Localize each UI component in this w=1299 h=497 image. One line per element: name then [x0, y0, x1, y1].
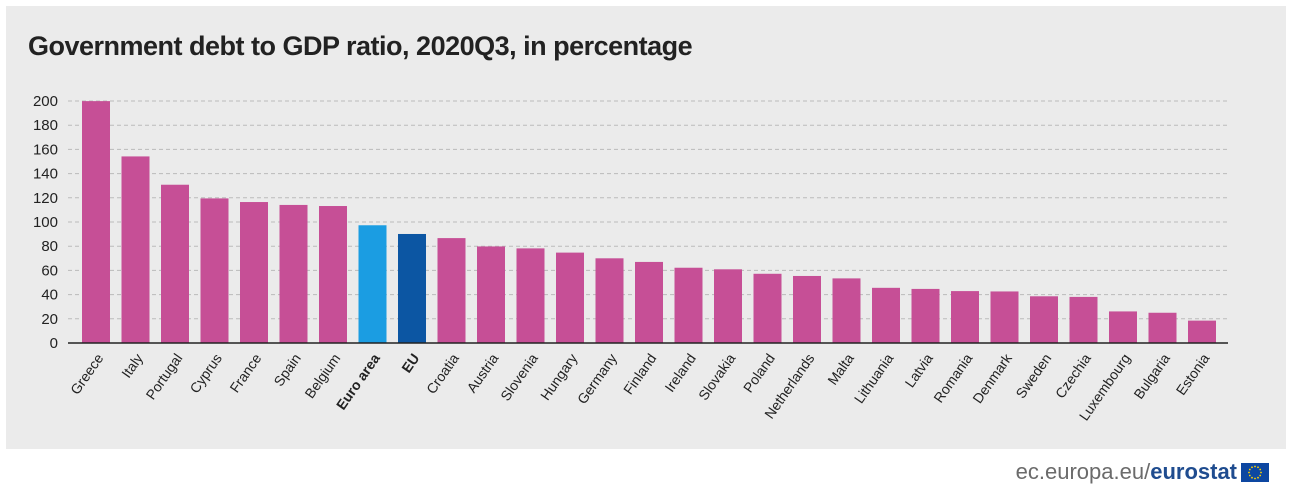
- y-tick-label: 40: [41, 287, 58, 304]
- bar: [319, 206, 347, 343]
- bar: [1148, 312, 1177, 343]
- bar: [398, 233, 426, 343]
- y-tick-label: 180: [33, 117, 58, 134]
- bar: [635, 261, 663, 343]
- x-tick-label: Denmark: [969, 350, 1015, 407]
- x-tick-label: Hungary: [537, 351, 580, 404]
- y-tick-label: 60: [41, 262, 58, 279]
- x-tick-label: Italy: [118, 351, 146, 381]
- x-tick-label: EU: [398, 351, 422, 376]
- bar: [556, 252, 584, 343]
- x-tick-label: Malta: [824, 350, 857, 387]
- x-tick-label: Germany: [574, 351, 620, 407]
- bar: [793, 275, 821, 343]
- bar: [714, 269, 742, 343]
- x-tick-label: Greece: [67, 350, 107, 397]
- y-tick-label: 0: [50, 335, 58, 352]
- y-tick-label: 160: [33, 141, 58, 158]
- bar: [911, 288, 940, 343]
- bar: [753, 273, 782, 343]
- x-tick-label: France: [226, 350, 264, 395]
- y-tick-label: 100: [33, 214, 58, 231]
- y-tick-label: 140: [33, 166, 58, 183]
- bars: [82, 101, 1216, 343]
- chart-title: Government debt to GDP ratio, 2020Q3, in…: [28, 31, 693, 61]
- y-tick-label: 200: [33, 93, 58, 110]
- bar: [161, 184, 189, 343]
- bar: [990, 291, 1019, 343]
- bar: [951, 291, 979, 343]
- x-tick-label: Poland: [740, 351, 778, 396]
- x-tick-label: Estonia: [1173, 350, 1213, 398]
- x-tick-label: Cyprus: [186, 351, 225, 397]
- x-tick-label: Portugal: [142, 351, 185, 403]
- x-tick-label: Croatia: [423, 350, 462, 396]
- bar: [82, 101, 110, 343]
- x-tick-label: Slovakia: [695, 350, 739, 403]
- x-tick-label: Latvia: [901, 350, 936, 390]
- bar: [1109, 311, 1137, 343]
- x-tick-label: Belgium: [301, 351, 343, 402]
- x-tick-label: Sweden: [1012, 351, 1054, 402]
- footer: ec.europa.eu/eurostat: [1016, 459, 1269, 485]
- source-link[interactable]: ec.europa.eu/eurostat: [1016, 459, 1237, 485]
- bar: [832, 278, 861, 343]
- bar: [240, 202, 268, 343]
- bar: [1069, 296, 1098, 343]
- bar: [1030, 296, 1058, 343]
- bar: [477, 246, 505, 343]
- bar: [516, 248, 545, 343]
- bar: [674, 267, 703, 343]
- x-tick-label: Finland: [620, 351, 659, 398]
- source-brand: eurostat: [1150, 459, 1237, 484]
- y-tick-label: 20: [41, 311, 58, 328]
- bar: [595, 258, 624, 343]
- bar: [437, 238, 466, 343]
- eu-flag-icon: [1241, 462, 1269, 482]
- x-tick-label: Lithuania: [851, 350, 897, 406]
- bar: [358, 225, 387, 343]
- bar: [121, 156, 150, 343]
- y-axis-ticks: 0 20 40 60 80 100 120 140 160 180 200: [33, 93, 58, 352]
- bar: [1188, 320, 1216, 343]
- y-tick-label: 80: [41, 238, 58, 255]
- bar: [279, 204, 308, 343]
- x-tick-label: Bulgaria: [1130, 350, 1173, 401]
- y-tick-label: 120: [33, 190, 58, 207]
- x-tick-label: Ireland: [661, 351, 699, 395]
- source-domain: ec.europa.eu/: [1015, 459, 1151, 484]
- x-tick-label: Czechia: [1052, 350, 1094, 401]
- x-tick-label: Austria: [463, 350, 501, 395]
- bar: [200, 198, 229, 343]
- bar: [872, 287, 900, 343]
- x-tick-label: Slovenia: [497, 350, 541, 403]
- x-tick-label: Spain: [270, 351, 304, 390]
